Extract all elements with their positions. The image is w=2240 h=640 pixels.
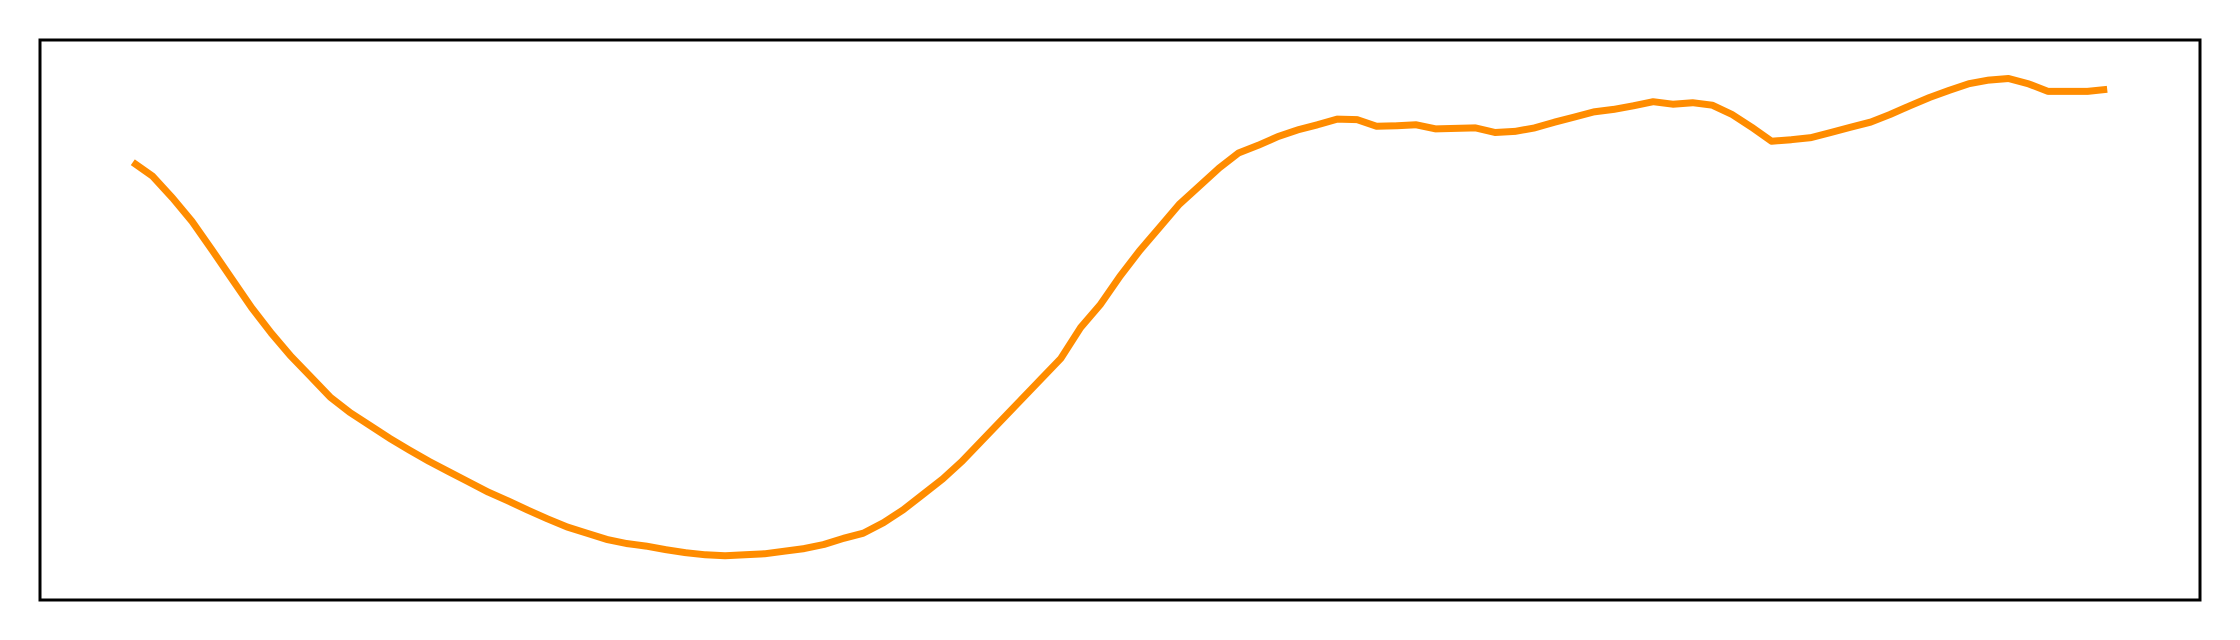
series-layer xyxy=(130,75,2108,560)
plot-frame xyxy=(38,38,2202,602)
series-line-0 xyxy=(130,75,2108,560)
